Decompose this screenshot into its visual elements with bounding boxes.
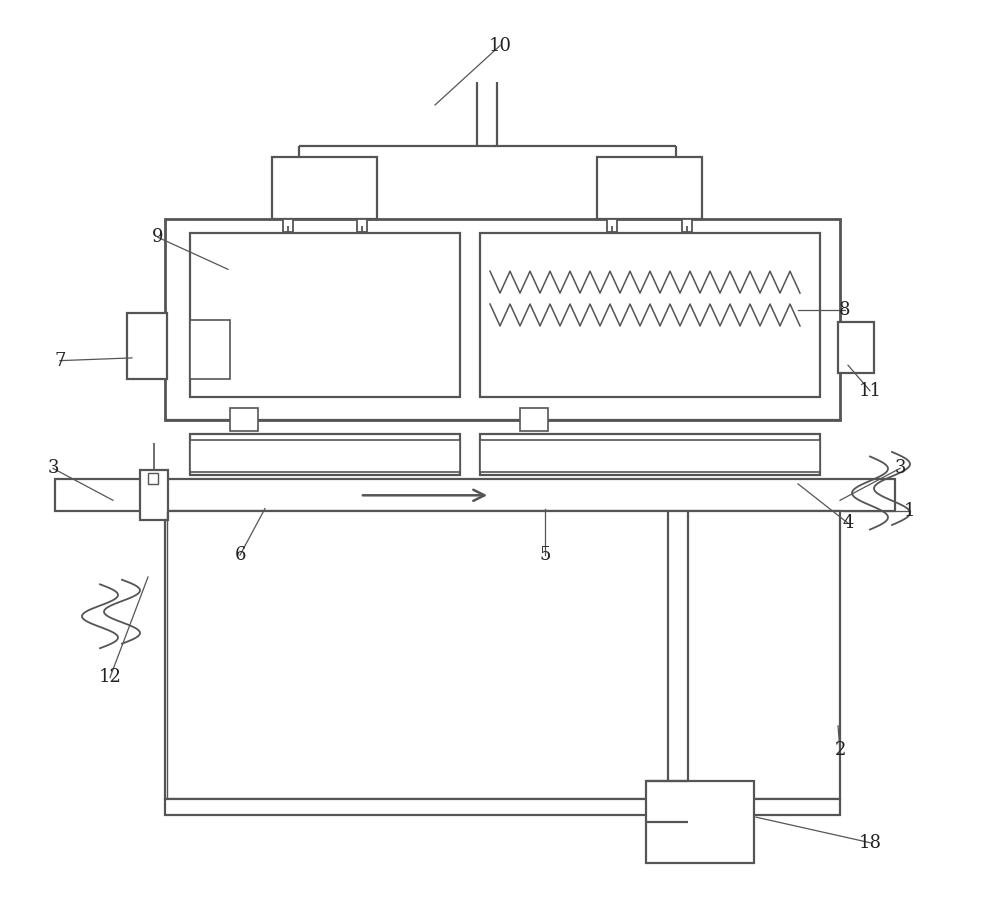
Bar xyxy=(357,219,367,232)
Bar xyxy=(682,219,692,232)
Text: 5: 5 xyxy=(539,546,551,564)
Bar xyxy=(190,440,460,472)
Bar xyxy=(140,470,168,520)
Bar xyxy=(190,320,230,379)
Bar xyxy=(597,157,702,219)
Bar xyxy=(272,157,377,219)
Text: 8: 8 xyxy=(839,301,851,320)
Bar xyxy=(190,233,460,397)
Text: 9: 9 xyxy=(152,228,164,247)
Bar xyxy=(520,408,548,431)
Text: 10: 10 xyxy=(488,37,512,55)
Bar xyxy=(283,219,292,232)
Bar xyxy=(480,440,820,472)
Bar xyxy=(230,408,258,431)
Bar xyxy=(480,233,820,397)
Bar xyxy=(646,781,754,863)
Text: 18: 18 xyxy=(858,834,882,852)
Bar xyxy=(55,479,895,511)
Text: 11: 11 xyxy=(858,382,882,400)
Bar xyxy=(665,794,735,849)
Text: 6: 6 xyxy=(234,546,246,564)
Bar xyxy=(607,219,617,232)
Bar xyxy=(190,434,460,475)
Text: 7: 7 xyxy=(54,352,66,370)
Text: 12: 12 xyxy=(99,668,121,687)
Bar xyxy=(148,473,158,484)
Text: 1: 1 xyxy=(904,502,916,520)
Bar xyxy=(165,799,840,815)
Text: 4: 4 xyxy=(842,514,854,532)
Bar xyxy=(165,219,840,420)
Bar xyxy=(127,313,167,379)
Bar xyxy=(838,322,874,373)
Text: 3: 3 xyxy=(47,459,59,477)
Text: 3: 3 xyxy=(894,459,906,477)
Bar xyxy=(480,434,820,475)
Bar xyxy=(165,511,840,799)
Text: 2: 2 xyxy=(834,741,846,760)
